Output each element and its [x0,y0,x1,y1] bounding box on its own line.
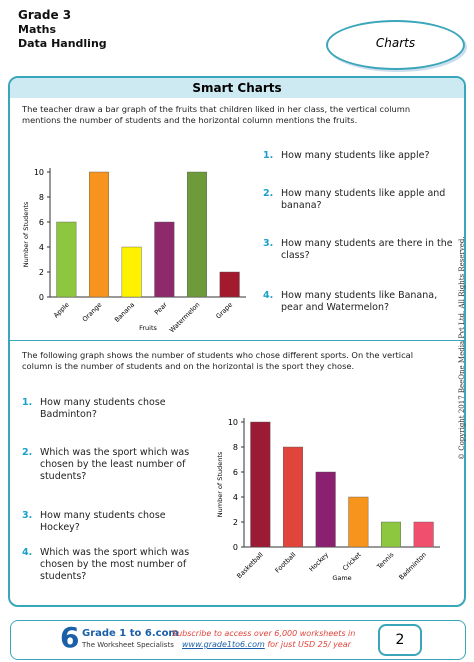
y-tick-label: 6 [233,468,238,477]
x-tick-label: Football [274,551,298,575]
y-tick-label: 10 [34,168,44,177]
y-tick-label: 8 [233,443,238,452]
x-axis-label: Fruits [139,324,157,332]
logo: 6 [60,621,80,654]
brand: Grade 1 to 6.com [82,628,179,639]
bar [154,221,175,298]
x-tick-label: Banana [113,301,136,324]
question: 2. Which was the sport which was chosen b… [22,447,202,487]
x-tick-label: Basketball [235,551,265,581]
promo-line: www.grade1to6.com for just USD 25/ year [182,640,351,649]
question-text: How many students are there in the class… [281,238,453,261]
question-text: Which was the sport which was chosen by … [40,547,190,582]
bar [413,521,434,548]
x-tick-label: Tennis [375,550,396,571]
link[interactable]: www.grade1to6.com [182,640,265,649]
y-tick-label: 0 [39,293,44,302]
bar [250,421,271,548]
question: 3. How many students are there in the cla… [263,238,453,278]
question-text: Which was the sport which was chosen by … [40,447,190,482]
intro: The teacher draw a bar graph of the frui… [22,104,411,125]
bar [56,221,77,298]
y-tick-label: 8 [39,193,44,202]
question-number: 1. [22,397,33,408]
tagline: The Worksheet Specialists [82,641,174,649]
y-tick-label: 4 [233,493,238,502]
page-number: 2 [378,624,422,656]
chart: 0 2 4 6 8 10 Basketball Football Hockey Cricket Te… [216,418,440,582]
subject: Maths [18,23,57,36]
bar [121,246,142,298]
bar [315,471,336,548]
question-text: How many students like Banana, pear and … [281,290,438,313]
question-text: How many students like apple? [281,150,430,161]
question: 1. How many students chose Badminton? [22,397,202,437]
y-axis-label: Number of Students [22,201,30,267]
question: 4. Which was the sport which was chosen b… [22,547,202,587]
question: 2. How many students like apple and banan… [263,188,453,228]
x-tick-label: Orange [81,301,104,324]
frame [8,76,466,607]
promo-end: for just USD 25/ year [267,640,351,649]
x-tick-label: Apple [52,301,71,320]
x-tick-label: Badminton [397,551,428,582]
question-number: 3. [263,238,274,249]
intro: The following graph shows the number of … [22,350,414,371]
question-text: How many students chose Badminton? [40,397,166,420]
y-tick-label: 10 [228,418,238,427]
y-axis-label: Number of Students [216,451,224,517]
bar [348,496,369,548]
y-tick-label: 6 [39,218,44,227]
y-tick-label: 2 [39,268,44,277]
question: 3. How many students chose Hockey? [22,510,202,550]
promo: Subscribe to access over 6,000 worksheet… [172,629,356,638]
bar [88,171,109,298]
x-tick-label: Pear [153,301,169,317]
footer [10,620,466,660]
y-tick-label: 2 [233,518,238,527]
bar [282,446,303,548]
question-number: 4. [22,547,33,558]
badge [326,20,465,70]
bar [186,171,207,298]
question-text: How many students like apple and banana? [281,188,446,211]
title: Smart Charts [10,78,464,98]
chart: 0 2 4 6 8 10 Apple Orange Banana Pear Watermelon Gr… [22,168,246,334]
x-axis-label: Game [332,574,351,582]
y-tick-label: 4 [39,243,44,252]
x-tick-label: Watermelon [168,301,201,334]
question-number: 2. [263,188,274,199]
x-tick-label: Grape [214,301,234,321]
badge-text: Charts [375,36,416,50]
bar [380,521,401,548]
topic: Data Handling [18,37,107,50]
divider [10,340,464,341]
question-text: How many students chose Hockey? [40,510,166,533]
question: 4. How many students like Banana, pear an… [263,290,453,330]
x-tick-label: Cricket [341,550,363,572]
y-tick-label: 0 [233,543,238,552]
question-number: 3. [22,510,33,521]
grade: Grade 3 [18,8,72,22]
question-number: 1. [263,150,274,161]
x-tick-label: Hockey [308,551,331,574]
question: 1. How many students like apple? [263,150,453,190]
bar [219,271,240,298]
question-number: 2. [22,447,33,458]
question-number: 4. [263,290,274,301]
copyright: © Copyright 2017 BeeOne Media Pvt Ltd. A… [458,236,466,460]
